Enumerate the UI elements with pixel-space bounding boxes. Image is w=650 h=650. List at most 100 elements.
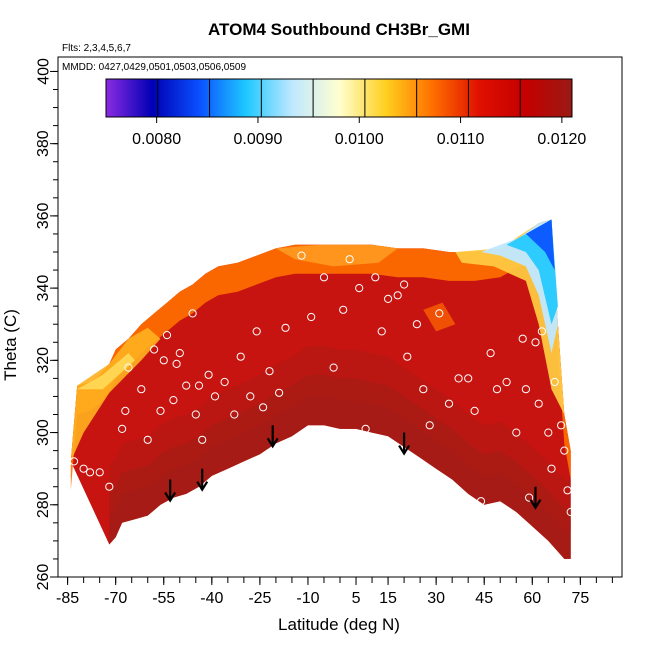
x-axis: -85 -70 -55 -40 -25 -10 5 15 30 45 60 75	[56, 577, 613, 607]
observation-point	[105, 482, 114, 491]
observation-point	[512, 428, 521, 437]
observation-point	[159, 356, 168, 365]
observation-point	[121, 406, 130, 415]
right-deep-blue	[525, 219, 555, 271]
mid-band	[109, 345, 571, 531]
x-tick-label: -85	[56, 590, 79, 607]
observation-point	[130, 320, 139, 329]
observation-point	[371, 273, 380, 282]
x-axis-label: Latitude (deg N)	[278, 615, 400, 634]
x-tick-label: 45	[475, 590, 493, 607]
observation-point	[182, 381, 191, 390]
colorbar-gradient	[105, 78, 573, 118]
x-tick-label: -10	[296, 590, 319, 607]
observation-point	[518, 334, 527, 343]
observation-point	[137, 385, 146, 394]
x-tick-label: -25	[248, 590, 271, 607]
x-tick-label: -40	[200, 590, 223, 607]
observation-point	[531, 338, 540, 347]
observation-point	[188, 309, 197, 318]
observation-point	[470, 406, 479, 415]
heatmap-features	[70, 219, 571, 559]
observation-point	[492, 385, 502, 394]
observation-point	[384, 294, 393, 303]
colorbar-tick-label: 0.0110	[437, 131, 485, 148]
x-tick-label: 30	[427, 590, 445, 607]
observation-point	[85, 468, 95, 477]
observation-point	[393, 291, 402, 300]
observation-point	[563, 486, 572, 495]
observation-point	[400, 280, 409, 289]
observation-point	[143, 435, 152, 444]
y-axis: 260 280 300 320 340 360 380 400	[35, 58, 58, 590]
arrow-markers	[164, 425, 542, 510]
observation-points	[69, 222, 575, 517]
observation-point	[169, 396, 178, 405]
observation-point	[486, 349, 495, 358]
observation-point	[236, 352, 245, 361]
observation-point	[412, 320, 421, 329]
chart-title: ATOM4 Southbound CH3Br_GMI	[208, 20, 470, 39]
y-tick-label: 260	[35, 564, 52, 591]
left-yellow	[70, 327, 161, 462]
observation-point	[319, 273, 329, 282]
x-tick-label: 15	[379, 590, 397, 607]
observation-point	[537, 327, 547, 336]
observation-point	[162, 331, 172, 340]
y-tick-label: 340	[35, 275, 52, 302]
arrow-marker	[266, 425, 279, 449]
colorbar-tick-label: 0.0080	[132, 131, 181, 148]
observation-point	[156, 406, 165, 415]
observation-point	[150, 345, 159, 354]
arrow-marker	[164, 479, 177, 503]
observation-point	[230, 410, 239, 419]
observation-point	[476, 497, 486, 506]
observation-point	[377, 327, 386, 336]
observation-point	[329, 363, 338, 372]
observation-point	[502, 377, 511, 387]
observation-point	[175, 349, 184, 358]
observation-point	[557, 421, 566, 430]
y-tick-label: 300	[35, 419, 52, 446]
observation-point	[464, 374, 473, 383]
x-tick-label: 60	[523, 590, 541, 607]
observation-point	[550, 377, 559, 387]
x-tick-label: -55	[152, 590, 175, 607]
observation-point	[419, 385, 428, 394]
y-tick-label: 400	[35, 58, 52, 85]
observation-point	[454, 374, 463, 383]
plot-area	[69, 219, 575, 559]
observation-point	[246, 392, 255, 401]
arrow-marker	[196, 468, 209, 492]
observation-point	[259, 403, 268, 412]
x-tick-label: -70	[104, 590, 127, 607]
observation-point	[252, 327, 261, 336]
colorbar-tick-label: 0.0090	[233, 131, 282, 148]
observation-point	[425, 421, 434, 430]
y-tick-label: 280	[35, 491, 52, 518]
observation-point	[198, 435, 207, 444]
observation-point	[118, 424, 127, 433]
observation-point	[534, 399, 543, 408]
arrow-marker	[529, 486, 542, 510]
y-tick-label: 320	[35, 347, 52, 374]
observation-point	[210, 392, 220, 401]
observation-point	[124, 363, 133, 372]
observation-point	[345, 255, 354, 264]
center-orange	[275, 244, 398, 267]
y-tick-label: 380	[35, 130, 52, 157]
observation-point	[275, 388, 284, 397]
observation-point	[297, 251, 306, 260]
colorbar-tick-label: 0.0100	[335, 131, 384, 148]
observation-point	[435, 309, 444, 318]
observation-point	[307, 312, 316, 322]
observation-point	[79, 464, 88, 473]
observation-point	[204, 370, 213, 379]
observation-point	[265, 367, 274, 376]
observation-point	[95, 468, 104, 477]
colorbar: 0.0080 0.0090 0.0100 0.0110 0.0120	[105, 78, 586, 148]
y-tick-label: 360	[35, 202, 52, 229]
left-light	[77, 353, 135, 390]
x-tick-label: 5	[352, 590, 361, 607]
